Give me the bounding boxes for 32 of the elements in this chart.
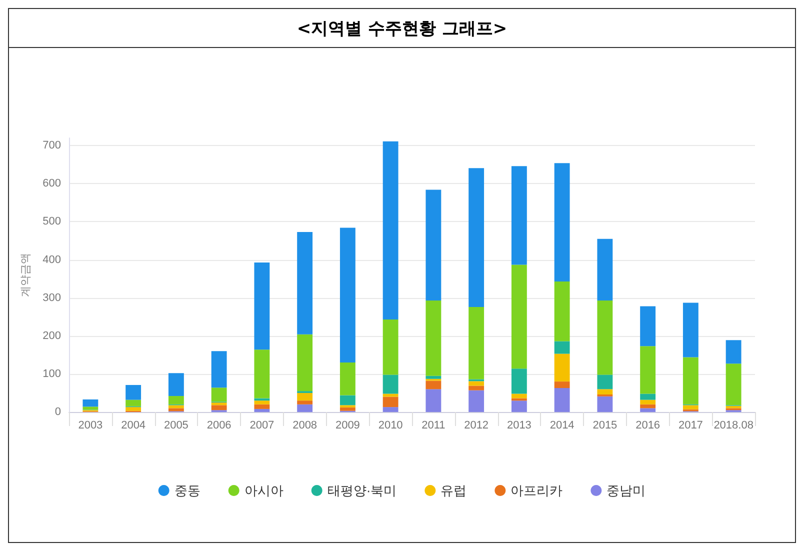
- legend-label: 유럽: [440, 483, 467, 498]
- x-tick-label: 2007: [250, 420, 274, 432]
- x-tick-label: 2011: [422, 420, 446, 432]
- x-tick-label: 2005: [164, 420, 188, 432]
- x-tick-label: 2012: [464, 420, 489, 432]
- x-tick-label: 2010: [378, 420, 403, 432]
- x-tick-label: 2003: [78, 420, 103, 432]
- y-tick-label: 700: [42, 140, 61, 152]
- x-tick-label: 2008: [292, 420, 318, 432]
- y-tick-label: 300: [42, 292, 61, 304]
- legend-label: 중남미: [606, 483, 646, 498]
- y-tick-label: 0: [54, 406, 61, 418]
- y-tick-label: 600: [42, 178, 61, 190]
- x-tick-label: 2016: [636, 420, 660, 432]
- y-axis-title: 계약금액: [20, 253, 32, 297]
- x-tick-label: 2018.08: [714, 420, 754, 432]
- y-tick-label: 200: [42, 330, 61, 342]
- legend-label: 아프리카: [510, 483, 563, 498]
- legend-label: 아시아: [244, 483, 284, 498]
- x-tick-label: 2009: [335, 420, 360, 432]
- x-tick-label: 2014: [550, 420, 574, 432]
- x-tick-label: 2006: [206, 420, 232, 432]
- x-tick-label: 2004: [121, 420, 146, 432]
- legend-label: 태평양·북미: [327, 483, 397, 498]
- x-tick-label: 2017: [678, 420, 703, 432]
- y-tick-label: 500: [42, 216, 61, 228]
- y-tick-label: 400: [42, 254, 61, 266]
- y-tick-label: 100: [42, 368, 61, 380]
- legend-label: 중동: [174, 483, 200, 498]
- x-tick-label: 2013: [506, 420, 532, 432]
- x-tick-label: 2015: [592, 420, 618, 432]
- chart-title: <지역별 수주현황 그래프>: [9, 9, 795, 48]
